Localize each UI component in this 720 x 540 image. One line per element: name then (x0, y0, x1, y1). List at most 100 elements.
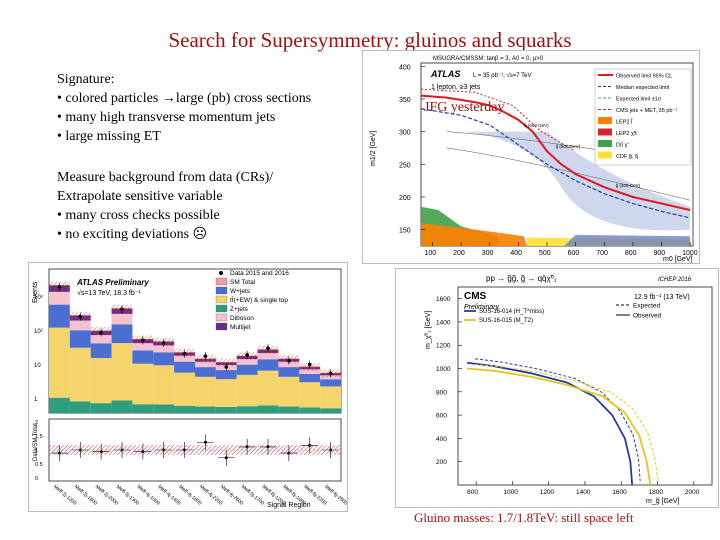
stack-segment (278, 367, 300, 377)
legend-swatch (215, 295, 228, 304)
legend-swatch (598, 128, 612, 136)
y-tick-label: 1600 (436, 296, 451, 303)
stack-segment (69, 320, 91, 331)
atlas-events-plot: 10³ 10² 10 1 2 1.5 1 0.5 0 Meff-2j-1200 Meff-2j-16… (28, 262, 348, 512)
stack-segment (132, 363, 154, 405)
y-tick-label: 600 (436, 413, 447, 420)
atlas-limit-lumi: L = 35 pb⁻¹, √s=7 TeV (473, 72, 532, 79)
y-tick-label: 10 (34, 363, 41, 369)
y-tick-label: 400 (436, 436, 447, 443)
x-tick-label: 100 (424, 250, 436, 257)
stack-segment (111, 313, 133, 325)
stack-segment (195, 361, 216, 368)
stack-segment (236, 406, 258, 413)
stack-segment (278, 406, 300, 413)
legend-marker (219, 271, 223, 275)
stack-segment (153, 345, 175, 353)
stack-segment (132, 350, 154, 364)
legend-swatch (215, 286, 228, 295)
stack-segment (320, 408, 341, 413)
cms-process: pp → g̃g̃, g̃ → qq̄χ̃⁰₁ (486, 274, 557, 283)
x-tick-label: 800 (467, 489, 478, 496)
stack-segment (278, 376, 300, 407)
x-tick-label: 300 (482, 250, 494, 257)
legend-label: SUS-16-015 (M_T2) (479, 318, 533, 324)
legend-label: Expected limit ±1σ (616, 97, 662, 103)
x-tick-label: 500 (539, 250, 551, 257)
y-tick-label: 1000 (436, 366, 451, 373)
y-tick-label: 10² (34, 329, 43, 335)
y-tick-label: 800 (436, 389, 447, 396)
stack-segment (174, 405, 195, 413)
ratio-tick-label: 1 (35, 448, 38, 454)
stack-segment (174, 355, 195, 362)
y-tick-label: 250 (399, 162, 411, 169)
legend-label: SM Total (230, 279, 256, 286)
legend-swatch (598, 140, 612, 147)
jfg-note: JFG yesterday (424, 100, 505, 115)
stack-segment (195, 406, 216, 413)
stack-segment (90, 335, 112, 344)
contour-label: q̃ (500 GeV) (555, 144, 581, 149)
stack-segment (320, 386, 341, 409)
stack-segment (174, 372, 195, 406)
gluino-note: Gluino masses: 1.7/1.8TeV: still space l… (412, 510, 636, 526)
expected-limit-line (420, 108, 691, 219)
measure-line-4: • no exciting deviations ☹ (57, 227, 208, 242)
legend-swatch (598, 151, 612, 159)
x-tick-label: 900 (654, 250, 666, 257)
stack-segment (90, 358, 112, 404)
measure-line-1: Measure background from data (CRs)/ (57, 170, 274, 185)
atlas-limit-channel: 1 lepton, ≥3 jets (431, 84, 481, 91)
stack-segment (257, 352, 279, 360)
atlas-events-lumi: √s=13 TeV, 18.3 fb⁻¹ (77, 289, 141, 297)
atlas-events-ratio-ylabel: Data/SM Total (33, 423, 39, 461)
cms-xlabel: m_g̃ [GeV] (646, 498, 680, 505)
legend-label: Median expected limit (616, 85, 670, 91)
stack-segment (69, 330, 91, 348)
legend-label: Observed (633, 313, 662, 320)
stack-segment (90, 343, 112, 359)
squark-contour (446, 147, 691, 201)
legend-label: tt̄(+EW) & single top (230, 296, 288, 304)
stack-segment (195, 376, 216, 407)
stack-segment (236, 374, 258, 407)
stack-segment (195, 367, 216, 377)
cms-limit-plot: pp → g̃g̃, g̃ → qq̄χ̃⁰₁ ICHEP 2016 800 10… (395, 268, 719, 508)
x-tick-label: 2000 (685, 489, 700, 496)
legend-label: Multijet (230, 324, 251, 331)
stack-segment (49, 397, 70, 413)
stack-segment (215, 379, 237, 407)
x-tick-label: 1600 (612, 489, 627, 496)
stack-segment (257, 359, 279, 371)
sad-face-icon: ☹ (192, 227, 208, 242)
stack-segment (153, 352, 175, 366)
x-tick-label: 600 (568, 250, 580, 257)
signature-block: Signature: • colored particles →large (p… (57, 70, 387, 146)
measure-block: Measure background from data (CRs)/ Extr… (57, 168, 377, 244)
legend-label: Diboson (230, 315, 254, 322)
mt2-observed-line (466, 367, 652, 486)
stack-segment (236, 364, 258, 375)
ratio-tick-label: 0 (35, 476, 38, 482)
stack-segment (49, 327, 70, 398)
cms-limit-line (420, 88, 576, 152)
htmiss-observed-line (466, 361, 634, 486)
htmiss-expected-line (475, 358, 641, 482)
y-tick-label: 300 (399, 130, 411, 137)
x-tick-label: 700 (596, 250, 608, 257)
y-tick-label: 1 (34, 397, 38, 403)
legend-swatch (215, 313, 228, 322)
legend-swatch (598, 117, 612, 124)
x-tick-label: 1200 (540, 489, 555, 496)
ratio-tick-label: 2 (35, 420, 38, 426)
stack-segment (132, 404, 154, 413)
ratio-tick-label: 1.5 (35, 434, 43, 440)
cms-frame (457, 286, 713, 486)
legend-label: CMS jets + MET, 35 pb⁻¹ (616, 108, 677, 114)
legend-swatch (215, 304, 228, 313)
stack-segment (257, 370, 279, 406)
measure-line-3: • many cross checks possible (57, 208, 220, 223)
cms-lumi: 12.9 fb⁻¹ (13 TeV) (634, 294, 690, 301)
stack-segment (153, 365, 175, 405)
